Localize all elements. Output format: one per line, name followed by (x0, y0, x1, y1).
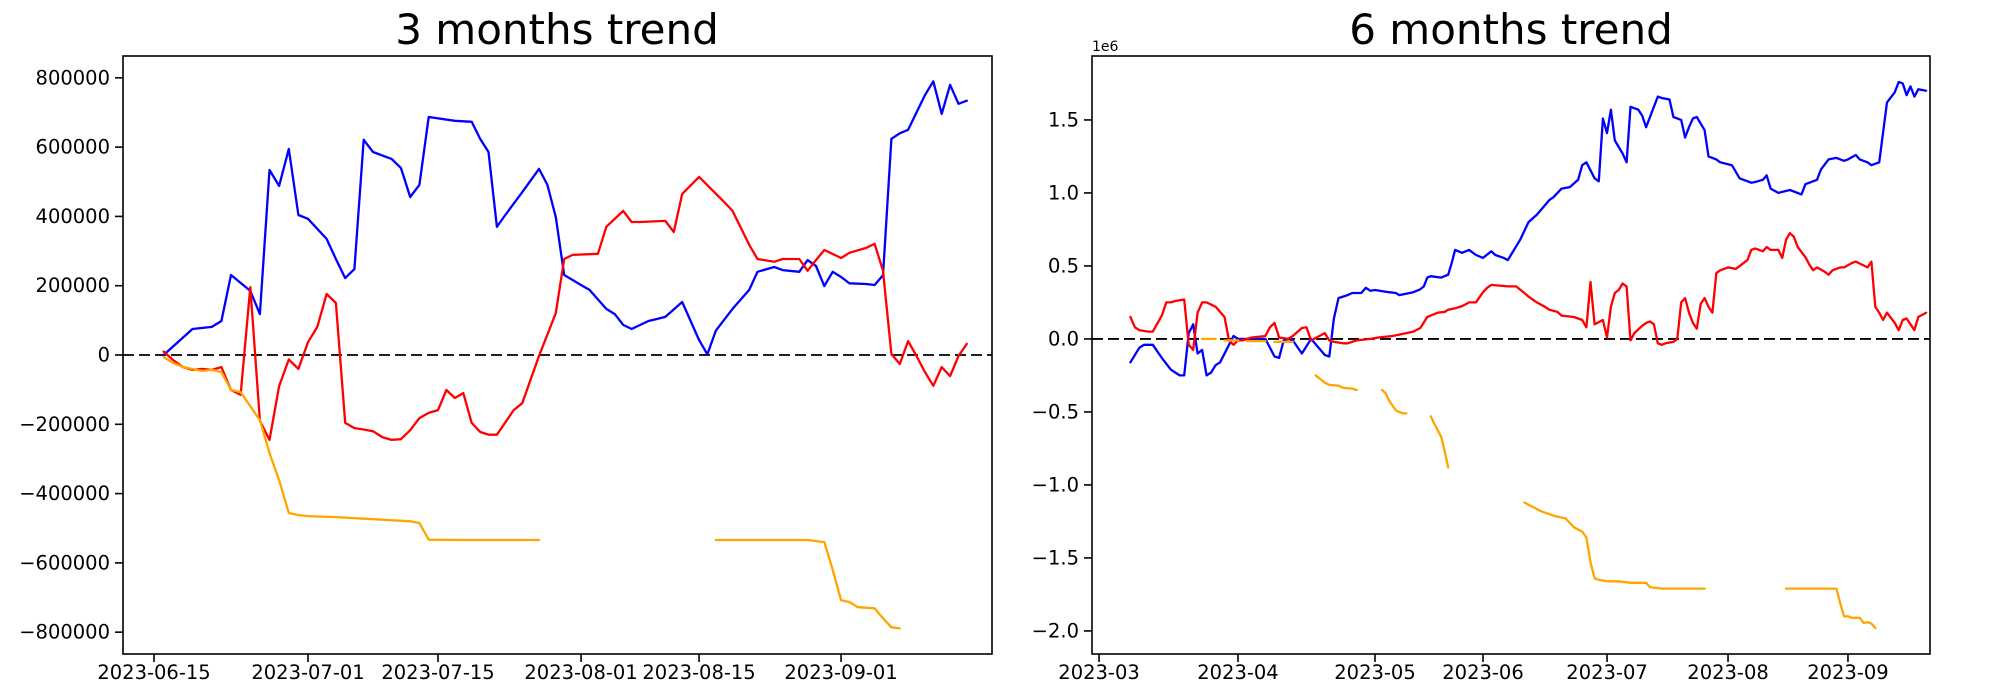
y-tick-label: −800000 (19, 621, 110, 644)
x-tick-label: 2023-09 (1807, 661, 1888, 684)
three-months-chart-title: 3 months trend (395, 5, 719, 54)
y-tick-label: 200000 (36, 274, 110, 297)
series-line-red (162, 175, 968, 442)
x-tick-label: 2023-06-15 (97, 661, 210, 684)
x-tick-label: 2023-09-01 (784, 661, 897, 684)
y-tick-label: −0.5 (1032, 400, 1079, 423)
y-tick-label: 1.5 (1048, 108, 1079, 131)
y-tick-label: 600000 (36, 136, 110, 159)
x-tick-label: 2023-08-15 (642, 661, 755, 684)
series-line-red (1129, 231, 1928, 352)
series-line-orange (1200, 337, 1877, 630)
y-tick-label: −1.0 (1032, 473, 1079, 496)
series-line-blue (162, 80, 968, 357)
six-months-chart: 1.5 1.0 0.5 0.0 −0.5 −1.0 −1.5 −2.0 2023-03 2023-… (1032, 55, 1931, 684)
six-months-chart-title: 6 months trend (1349, 5, 1673, 54)
x-tick-label: 2023-07-15 (381, 661, 494, 684)
x-tick-label: 2023-07-01 (251, 661, 364, 684)
x-tick-label: 2023-07 (1566, 661, 1647, 684)
three-months-chart: 800000 600000 400000 200000 0 −200000 −400000 −… (19, 55, 993, 684)
y-tick-label: 0 (98, 344, 110, 367)
x-tick-label: 2023-03 (1058, 661, 1139, 684)
y-tick-label: 400000 (36, 205, 110, 228)
series-line-orange (162, 355, 901, 630)
y-tick-label: −2.0 (1032, 619, 1079, 642)
x-tick-label: 2023-06 (1442, 661, 1523, 684)
y-tick-label: −400000 (19, 482, 110, 505)
x-tick-label: 2023-08 (1687, 661, 1768, 684)
x-tick-label: 2023-05 (1334, 661, 1415, 684)
y-tick-label: −200000 (19, 413, 110, 436)
y-tick-label: 0.5 (1048, 254, 1079, 277)
y-tick-label: −1.5 (1032, 546, 1079, 569)
y-tick-label: −600000 (19, 551, 110, 574)
y-axis-offset-label: 1e6 (1092, 39, 1119, 55)
y-tick-label: 1.0 (1048, 181, 1079, 204)
series-line-blue (1129, 80, 1928, 377)
y-tick-label: 800000 (36, 66, 110, 89)
plot-border (1091, 55, 1931, 655)
y-tick-label: 0.0 (1048, 327, 1079, 350)
x-tick-label: 2023-08-01 (524, 661, 637, 684)
x-tick-label: 2023-04 (1197, 661, 1278, 684)
